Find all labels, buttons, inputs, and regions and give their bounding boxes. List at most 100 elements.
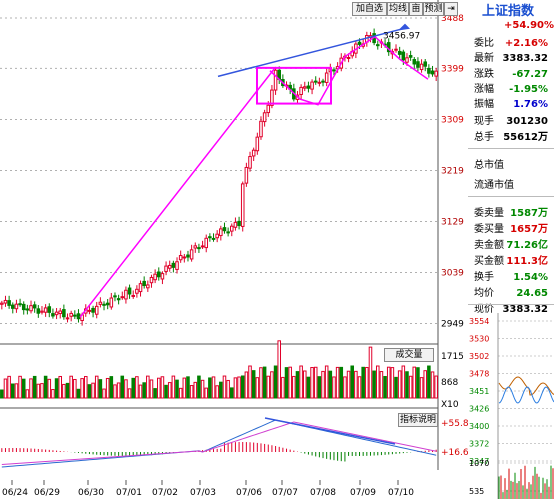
mini-axis-label: 3426	[469, 405, 489, 414]
candle-body	[245, 167, 248, 183]
quote-row: 总市值	[472, 158, 554, 173]
candle-body	[274, 70, 277, 90]
candle-body	[88, 310, 91, 311]
volume-bar	[322, 371, 325, 398]
mini-axis-label: 3554	[469, 317, 489, 326]
forecast-button[interactable]: 预测	[423, 2, 444, 16]
quote-label: 换手	[474, 270, 494, 285]
candle-body	[41, 311, 44, 312]
volume-bar	[150, 380, 153, 398]
quote-label: 现手	[474, 114, 494, 129]
ma-button[interactable]: 均线	[387, 2, 409, 16]
volume-bar	[329, 371, 332, 398]
volume-bar	[8, 376, 11, 398]
volume-bar	[260, 368, 263, 398]
volume-bar	[1, 390, 4, 398]
volume-bar	[249, 366, 252, 398]
volume-bar	[340, 367, 343, 398]
volume-bar	[435, 376, 438, 398]
macd-axis-label: +55.86	[441, 419, 468, 429]
volume-bar	[333, 377, 336, 398]
volume-bar	[373, 371, 376, 398]
candle-body	[147, 285, 150, 288]
date-label: 07/01	[116, 488, 142, 498]
volume-bar	[241, 376, 244, 398]
volume-bar	[22, 379, 25, 398]
volume-bar	[110, 377, 113, 398]
volume-bar	[176, 380, 179, 398]
volume-bar	[41, 384, 44, 398]
volume-bar	[376, 366, 379, 398]
volume-bar	[282, 377, 285, 398]
volume-bar	[216, 386, 219, 398]
add-favorite-button[interactable]: 加自选	[352, 2, 387, 16]
candle-body	[267, 105, 270, 112]
candle-body	[114, 296, 117, 297]
candle-body	[103, 304, 106, 305]
quote-row: 现手 301230	[472, 114, 554, 129]
quote-value: 1657万	[510, 222, 548, 237]
volume-bar	[402, 366, 405, 398]
peak-label: 3456.97	[383, 31, 420, 41]
volume-bar	[274, 366, 277, 398]
candle-body	[139, 284, 142, 292]
quote-row: 卖金额 71.26亿	[472, 238, 554, 253]
volume-selector[interactable]: 成交量	[384, 348, 434, 362]
candle-body	[417, 62, 420, 68]
candle-body	[63, 310, 66, 317]
date-label: 07/09	[350, 488, 376, 498]
mini-axis-label: 3400	[469, 422, 489, 431]
candle-body	[26, 309, 29, 310]
quote-panel: 上证指数 +54.90% 委比 +2.16% 最新 3383.32 涨跌 -67.27 涨幅…	[468, 0, 554, 499]
volume-bar	[300, 366, 303, 398]
quote-label: 委买量	[474, 222, 504, 237]
candle-body	[347, 58, 350, 59]
candle-body	[234, 222, 237, 227]
volume-bar	[168, 383, 171, 398]
volume-bar	[77, 389, 80, 398]
volume-bar	[209, 378, 212, 398]
dock-arrow-icon[interactable]: ⇥	[444, 2, 458, 16]
volume-bar	[238, 377, 241, 398]
volume-bar	[95, 376, 98, 398]
candle-body	[311, 82, 314, 89]
candle-body	[194, 246, 197, 248]
candle-body	[216, 234, 219, 238]
candle-body	[212, 238, 215, 239]
candle-body	[48, 307, 51, 313]
candle-body	[132, 295, 135, 296]
candle-body	[205, 238, 208, 247]
candle-body	[220, 229, 223, 236]
volume-bar	[220, 382, 223, 398]
candle-body	[303, 87, 306, 88]
divergence-line	[265, 418, 395, 444]
candle-body	[249, 157, 252, 169]
volume-bar	[52, 390, 55, 398]
candle-body	[110, 298, 113, 307]
volume-axis-label: 1715	[441, 352, 464, 362]
candle-body	[143, 281, 146, 285]
quote-value: -67.27	[512, 67, 548, 82]
quote-value: 1.54%	[513, 270, 548, 285]
volume-bar	[391, 368, 394, 398]
volume-bar	[431, 372, 434, 398]
index-title: 上证指数	[482, 0, 534, 19]
candle-body	[4, 300, 7, 303]
date-label: 07/07	[272, 488, 298, 498]
volume-bar	[139, 385, 142, 398]
quote-value: 301230	[506, 114, 548, 129]
macd-axis-label: +16.60	[441, 448, 468, 458]
mu-button[interactable]: 亩	[409, 2, 423, 16]
indicator-help-button[interactable]: 指标说明	[398, 413, 438, 427]
price-axis-label: 3309	[441, 115, 464, 125]
volume-bar	[351, 366, 354, 398]
volume-bar	[15, 384, 18, 398]
volume-bar	[303, 371, 306, 398]
volume-bar	[325, 366, 328, 398]
volume-bar	[44, 376, 47, 398]
volume-bar	[413, 367, 416, 398]
volume-bar	[263, 367, 266, 398]
volume-bar	[66, 383, 69, 398]
candle-body	[307, 86, 310, 88]
volume-bar	[362, 367, 365, 398]
